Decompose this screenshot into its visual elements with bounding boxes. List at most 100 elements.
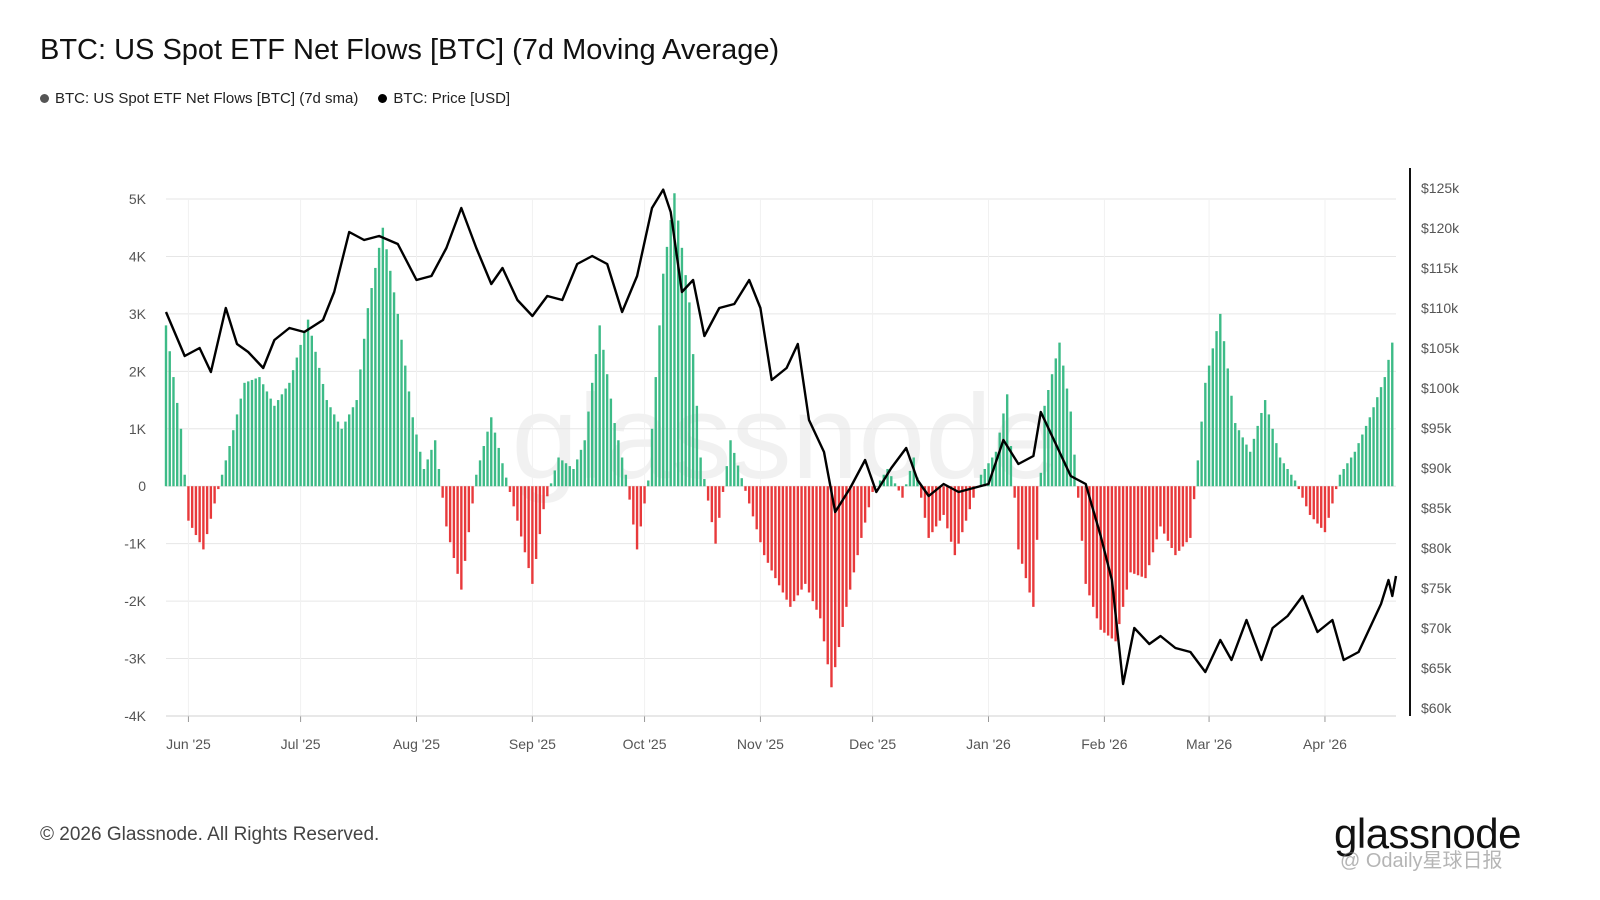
flow-bar: [1091, 486, 1095, 607]
flow-bar: [598, 325, 601, 487]
flow-bar: [725, 466, 728, 487]
y-right-tick-label: $115k: [1421, 260, 1459, 276]
flow-bar: [583, 440, 586, 487]
flow-bar: [1017, 486, 1020, 550]
flow-bar: [841, 486, 844, 627]
flow-bar: [923, 486, 927, 518]
flow-bar: [628, 486, 631, 500]
x-tick-label: Oct '25: [623, 736, 667, 752]
flow-bar: [183, 474, 186, 487]
flow-bar: [1334, 486, 1338, 490]
flow-bar: [1301, 486, 1304, 498]
flow-bar: [1039, 472, 1043, 487]
flow-bar: [591, 382, 594, 487]
legend-dot-flows-icon: [40, 94, 49, 103]
flow-bar: [1166, 486, 1170, 541]
flow-bar: [1252, 438, 1256, 487]
flow-bar: [531, 486, 534, 584]
y-left-tick-label: 4K: [129, 248, 147, 264]
flow-bar: [751, 486, 755, 517]
flow-bar: [1256, 425, 1259, 487]
flow-bar: [729, 440, 732, 487]
flow-bar: [553, 470, 557, 487]
flow-bar: [1361, 434, 1364, 487]
flow-bars: [164, 193, 1394, 688]
flow-bar: [893, 483, 897, 487]
flow-bar: [826, 486, 829, 665]
flow-bar: [1342, 468, 1345, 487]
flow-bar: [901, 486, 904, 498]
flow-bar: [755, 486, 758, 530]
legend-item-price[interactable]: BTC: Price [USD]: [378, 90, 510, 107]
flow-bar: [1245, 444, 1248, 487]
flow-bar: [1260, 412, 1263, 487]
y-right-tick-label: $95k: [1421, 420, 1452, 436]
flow-bar: [1118, 486, 1121, 625]
flow-bar: [572, 468, 575, 487]
flow-bar: [366, 308, 370, 487]
flow-bar: [389, 270, 392, 487]
flow-bar: [250, 379, 254, 487]
flow-bar: [1177, 486, 1181, 551]
flow-bar: [1185, 486, 1188, 543]
flow-bar: [804, 486, 807, 584]
flow-bar: [643, 486, 646, 504]
background-watermark: glassnode: [511, 370, 1058, 504]
flow-bar: [1204, 382, 1207, 487]
flow-bar: [1320, 486, 1323, 528]
flow-bar: [781, 486, 785, 593]
flow-bar: [1032, 486, 1035, 607]
chart-legend: BTC: US Spot ETF Net Flows [BTC] (7d sma…: [40, 90, 510, 107]
flow-bar: [176, 402, 179, 487]
flow-bar: [1047, 390, 1050, 487]
y-left-tick-label: 5K: [129, 191, 147, 207]
flow-bar: [336, 421, 340, 487]
legend-item-flows[interactable]: BTC: US Spot ETF Net Flows [BTC] (7d sma…: [40, 90, 358, 107]
x-tick-label: Jul '25: [281, 736, 321, 752]
flow-bar: [179, 428, 183, 487]
flow-bar: [299, 344, 302, 487]
flow-bar: [280, 394, 284, 487]
flow-bar: [1020, 486, 1024, 564]
flow-bar: [699, 457, 702, 487]
flow-bar: [886, 468, 889, 487]
flow-bar: [471, 486, 474, 504]
y-right-tick-label: $90k: [1421, 460, 1452, 476]
flow-bar: [576, 459, 579, 487]
flow-bar: [1181, 486, 1185, 547]
flow-bar: [1174, 486, 1177, 556]
flow-bar: [407, 391, 411, 487]
brand-logo: glassnode: [1334, 810, 1521, 857]
flow-bar: [445, 486, 448, 527]
y-left-tick-label: -1K: [124, 536, 146, 552]
x-tick-label: Sep '25: [509, 736, 556, 752]
flow-bar: [1140, 486, 1143, 577]
flow-bar: [568, 466, 571, 487]
flow-bar: [789, 486, 792, 607]
flow-bar: [523, 486, 527, 553]
flow-bar: [650, 428, 654, 487]
flow-bar: [1234, 423, 1237, 487]
flow-bar: [258, 377, 261, 487]
flow-bar: [613, 423, 616, 487]
flow-bar: [508, 486, 512, 492]
flow-bar: [766, 486, 770, 563]
flow-bar: [964, 486, 968, 521]
flow-bar: [310, 335, 314, 487]
flow-bar: [1305, 486, 1308, 507]
flow-bar: [740, 478, 743, 487]
flow-bar: [534, 486, 538, 559]
flow-bar: [1297, 486, 1300, 490]
flow-bar: [953, 486, 957, 556]
flow-bar: [811, 486, 814, 602]
flow-bar: [273, 405, 276, 487]
flow-bar: [860, 486, 863, 538]
flow-bar: [979, 474, 983, 487]
y-right-tick-label: $105k: [1421, 340, 1460, 356]
flow-bar: [482, 446, 485, 487]
flow-bar: [658, 325, 661, 487]
y-right-tick-label: $60k: [1421, 700, 1452, 716]
flow-bar: [1327, 486, 1330, 518]
flow-bar: [497, 447, 500, 487]
flow-bar: [347, 414, 351, 487]
